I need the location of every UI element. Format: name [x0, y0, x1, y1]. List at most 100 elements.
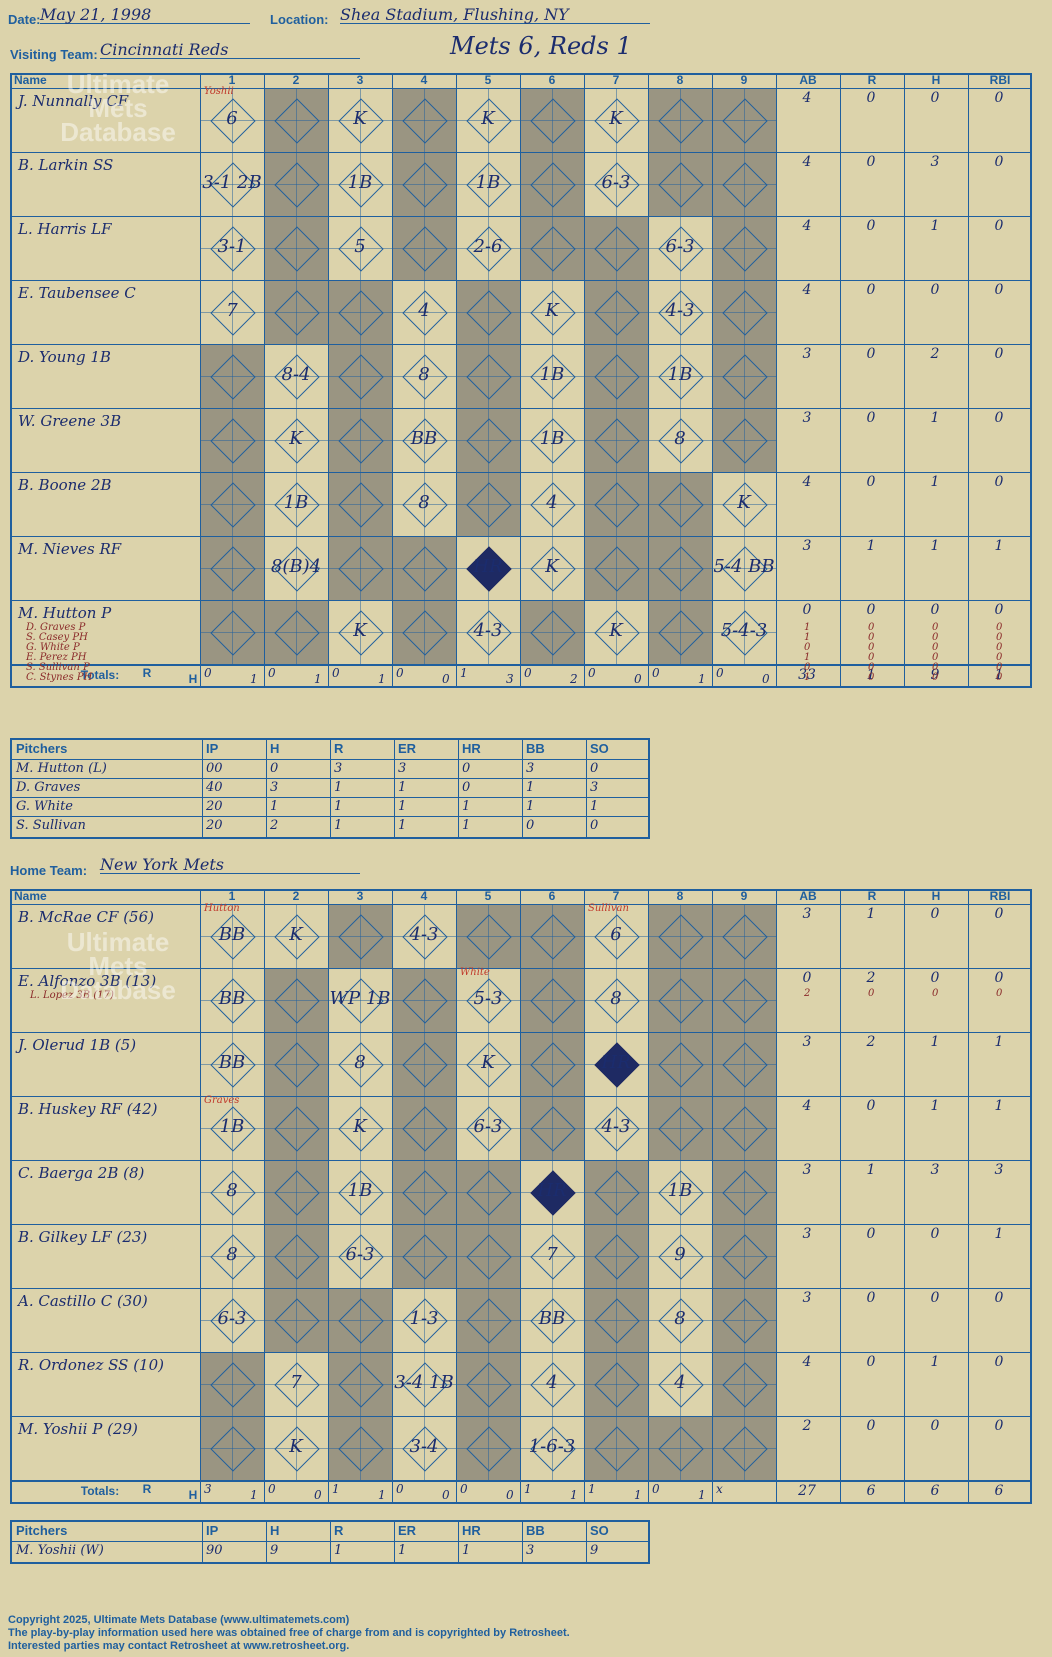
player-name: M. Hutton P [18, 604, 112, 622]
cell-guide [616, 1288, 617, 1352]
runs-label: R [142, 666, 152, 680]
cell-guide [616, 536, 617, 600]
play-notation: BB [218, 1052, 246, 1073]
player-stat-rbi: 0 [994, 410, 1004, 426]
inning-header-3: 3 [356, 889, 364, 903]
play-notation: 3-4 [409, 1436, 439, 1457]
row-divider [12, 778, 648, 779]
play-notation: 9 [674, 1244, 686, 1265]
row-divider [12, 1541, 648, 1542]
cell-guide [360, 536, 361, 600]
cell-guide [616, 1416, 617, 1480]
column-divider [394, 740, 395, 837]
column-divider [392, 889, 393, 1504]
column-divider [328, 73, 329, 688]
substitute-stat: 0 [932, 662, 939, 673]
column-divider [904, 889, 905, 1504]
pitcher-stat: 9 [590, 1543, 599, 1558]
totals-divider [10, 1480, 1032, 1482]
row-divider [10, 1096, 1032, 1097]
pitchers-grid: Pitchers IP H R ER HR BB SO M. Hutton (L) 00 0 3 3 0 3… [10, 738, 650, 839]
pitchers-header-r: R [334, 1523, 344, 1538]
hits-label: H [188, 672, 198, 686]
play-notation: K [289, 428, 303, 449]
player-stat-h: 0 [930, 602, 940, 618]
play-notation: 7 [226, 300, 238, 321]
cell-guide [232, 408, 233, 472]
pitchers-header-hr: HR [462, 1523, 481, 1538]
substitute-name: S. Sullivan P [26, 662, 90, 673]
player-stat-rbi: 1 [994, 538, 1004, 554]
inning-runs: 1 [460, 666, 468, 680]
play-notation: 3-1 [217, 236, 247, 257]
pitcher-name: G. White [16, 799, 73, 814]
pitcher-stat: 20 [206, 799, 223, 814]
play-notation: 5 [354, 236, 366, 257]
cell-guide [296, 1416, 297, 1480]
row-divider [10, 536, 1032, 537]
cell-guide [680, 1352, 681, 1416]
cell-guide [360, 344, 361, 408]
player-stat-h: 0 [930, 970, 940, 986]
play-notation: 1B [667, 364, 693, 385]
play-notation: K [545, 556, 559, 577]
cell-guide [232, 1416, 233, 1480]
cell-guide [744, 904, 745, 968]
column-divider [584, 73, 585, 688]
play-notation: K [353, 108, 367, 129]
play-notation: WP 1B [329, 988, 391, 1009]
cell-guide [360, 152, 361, 216]
player-stat-rbi: 0 [994, 1290, 1004, 1306]
row-divider [10, 1160, 1032, 1161]
column-divider [200, 73, 201, 688]
play-notation: BB [218, 988, 246, 1009]
cell-guide [360, 1416, 361, 1480]
cell-guide [296, 344, 297, 408]
retrosheet-contact: Interested parties may contact Retroshee… [8, 1640, 350, 1652]
cell-guide [552, 1096, 553, 1160]
play-notation: 4-3 [665, 300, 695, 321]
column-divider [520, 73, 521, 688]
player-stat-rbi: 0 [994, 906, 1004, 922]
cell-guide [744, 600, 745, 664]
player-stat-rbi: 0 [994, 474, 1004, 490]
play-notation: HR [601, 1052, 631, 1073]
cell-guide [360, 1224, 361, 1288]
inning-hits: 0 [506, 1488, 514, 1502]
player-stat-h: 1 [930, 1354, 940, 1370]
player-stat-r: 0 [866, 218, 876, 234]
cell-guide [424, 88, 425, 152]
play-notation: K [353, 620, 367, 641]
cell-guide [552, 600, 553, 664]
row-divider [10, 1288, 1032, 1289]
cell-guide [680, 472, 681, 536]
date-label: Date: [8, 12, 41, 27]
cell-guide [232, 968, 233, 1032]
cell-guide [296, 152, 297, 216]
stat-header-ab: AB [799, 889, 817, 903]
substitute-stat: 2 [804, 988, 811, 999]
cell-guide [232, 280, 233, 344]
player-stat-ab: 3 [802, 1226, 812, 1242]
play-notation: 6-3 [473, 1116, 503, 1137]
play-notation: 5-3 [473, 988, 503, 1009]
row-divider [10, 1224, 1032, 1225]
pitchers-header-so: SO [590, 741, 609, 756]
player-name: B. Larkin SS [18, 156, 114, 174]
cell-guide [232, 152, 233, 216]
pitcher-stat: 1 [526, 799, 535, 814]
pitchers-header-pitchers: Pitchers [16, 741, 68, 756]
cell-guide [616, 408, 617, 472]
cell-guide [488, 1288, 489, 1352]
pitcher-stat: 3 [270, 780, 279, 795]
home-team-value: New York Mets [100, 855, 360, 874]
cell-guide [680, 216, 681, 280]
player-stat-r: 0 [866, 602, 876, 618]
home-team-label: Home Team: [10, 863, 88, 878]
cell-guide [360, 600, 361, 664]
inning-runs: 0 [396, 1482, 404, 1496]
pitcher-stat: 0 [526, 818, 535, 833]
inning-hits: 1 [698, 1488, 706, 1502]
player-stat-h: 1 [930, 474, 940, 490]
cell-guide [744, 536, 745, 600]
